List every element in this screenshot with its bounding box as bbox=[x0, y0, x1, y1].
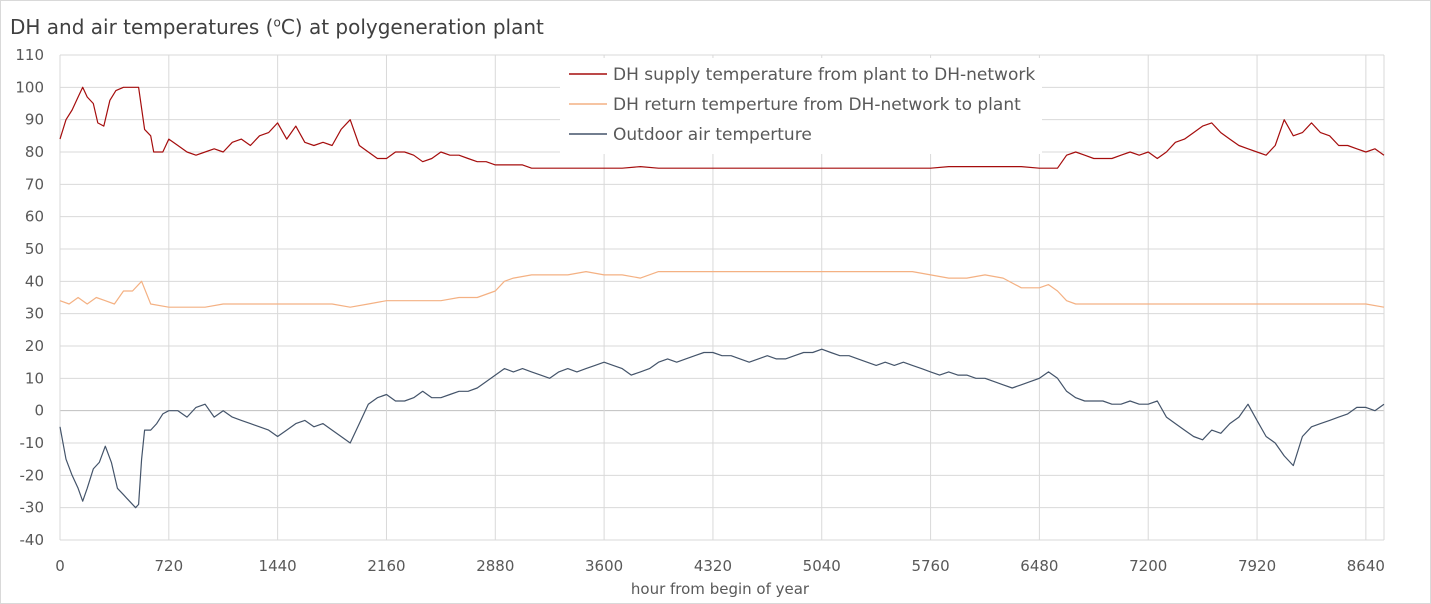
y-tick-label: -40 bbox=[20, 531, 45, 549]
x-tick-label: 7200 bbox=[1129, 557, 1167, 575]
x-tick-label: 4320 bbox=[694, 557, 732, 575]
legend-box bbox=[560, 58, 1042, 154]
x-tick-label: 8640 bbox=[1347, 557, 1385, 575]
series-line-2 bbox=[59, 271, 1385, 308]
y-tick-label: 90 bbox=[25, 111, 44, 129]
legend-label: DH supply temperature from plant to DH-n… bbox=[613, 65, 1035, 85]
y-tick-label: 100 bbox=[15, 78, 44, 96]
title-part-2: C) at polygeneration plant bbox=[280, 15, 544, 39]
x-tick-label: 7920 bbox=[1238, 557, 1276, 575]
x-axis-label: hour from begin of year bbox=[631, 580, 810, 598]
x-tick-label: 0 bbox=[55, 557, 65, 575]
x-tick-label: 5040 bbox=[803, 557, 841, 575]
y-tick-label: 50 bbox=[25, 240, 44, 258]
title-part-1: DH and air temperatures ( bbox=[10, 15, 274, 39]
chart-title: DH and air temperatures (oC) at polygene… bbox=[10, 15, 544, 39]
x-tick-label: 3600 bbox=[585, 557, 623, 575]
x-tick-label: 6480 bbox=[1020, 557, 1058, 575]
y-tick-label: 60 bbox=[25, 208, 44, 226]
y-tick-label: 20 bbox=[25, 337, 44, 355]
y-tick-label: 70 bbox=[25, 175, 44, 193]
x-tick-label: 2160 bbox=[367, 557, 405, 575]
y-tick-label: 40 bbox=[25, 272, 44, 290]
y-tick-label: 110 bbox=[15, 46, 44, 64]
x-tick-label: 2880 bbox=[476, 557, 514, 575]
y-tick-label: 30 bbox=[25, 305, 44, 323]
x-tick-label: 5760 bbox=[911, 557, 949, 575]
y-tick-label: -10 bbox=[20, 434, 45, 452]
x-tick-label: 720 bbox=[155, 557, 184, 575]
y-tick-label: 10 bbox=[25, 369, 44, 387]
x-tick-label: 1440 bbox=[259, 557, 297, 575]
y-tick-label: -30 bbox=[20, 499, 45, 517]
legend-label: Outdoor air temperture bbox=[613, 125, 812, 145]
title-degree-sup: o bbox=[273, 15, 281, 30]
legend-label: DH return temperture from DH-network to … bbox=[613, 95, 1021, 115]
y-tick-label: 80 bbox=[25, 143, 44, 161]
series-line-3 bbox=[59, 348, 1385, 509]
series-line-1 bbox=[59, 86, 1385, 169]
y-tick-label: -20 bbox=[20, 466, 45, 484]
y-tick-label: 0 bbox=[34, 402, 44, 420]
